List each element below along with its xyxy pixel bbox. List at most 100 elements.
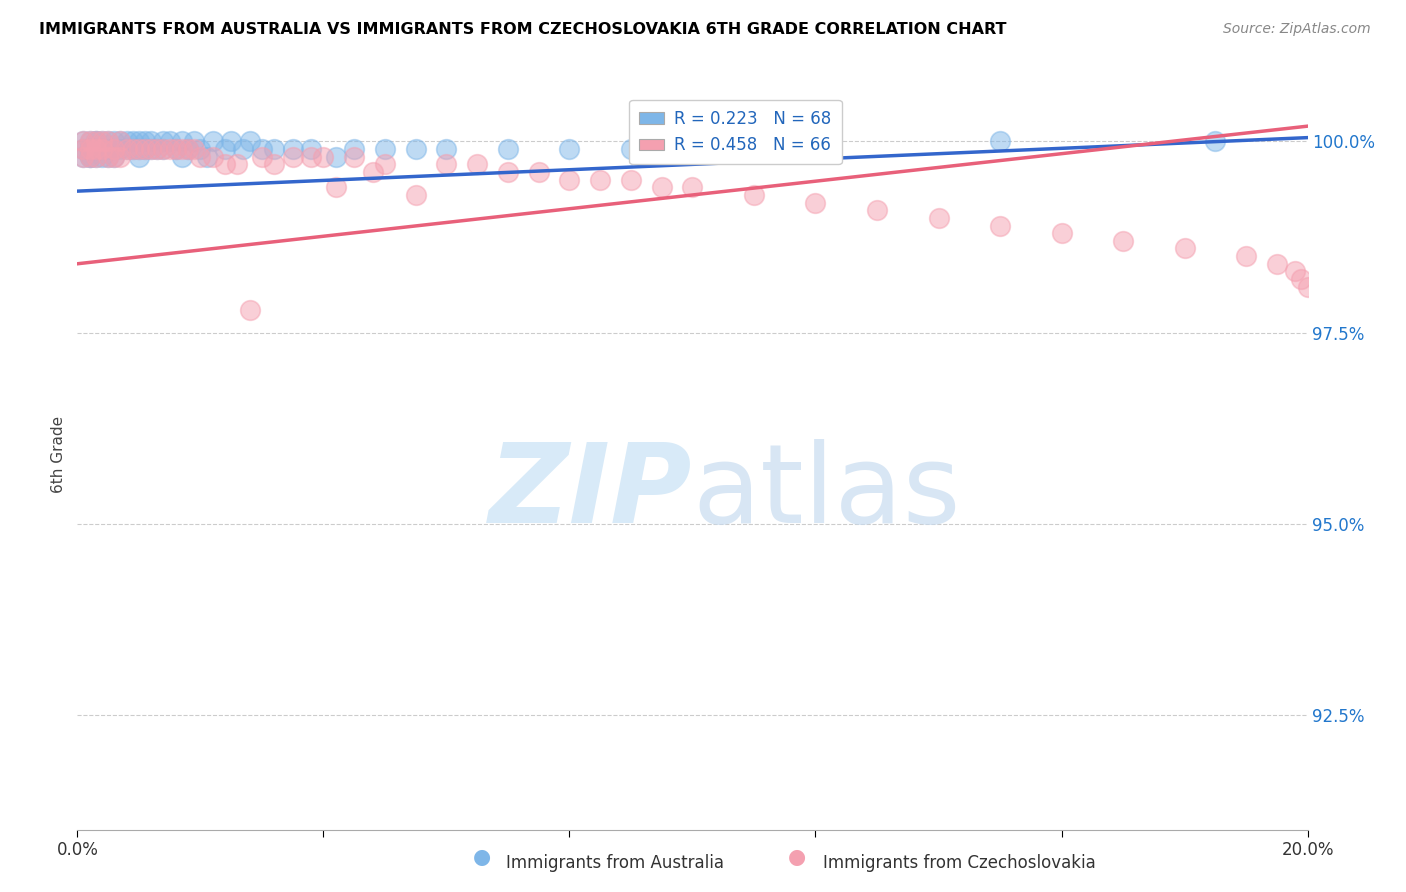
Point: [1174, 242, 1197, 256]
Point: [128, 142, 150, 156]
Point: [115, 142, 138, 156]
Point: [103, 150, 125, 164]
Point: [79, 135, 101, 149]
Point: [325, 180, 347, 194]
Text: ●: ●: [789, 847, 806, 867]
Point: [436, 142, 458, 156]
Point: [1204, 135, 1226, 149]
Point: [250, 150, 273, 164]
Point: [988, 219, 1011, 233]
Point: [79, 150, 101, 164]
Point: [84, 142, 107, 156]
Point: [90, 135, 114, 149]
Point: [558, 142, 581, 156]
Point: [589, 172, 612, 186]
Point: [239, 302, 262, 317]
Point: [281, 142, 304, 156]
Point: [343, 142, 366, 156]
Point: [183, 135, 205, 149]
Point: [72, 150, 94, 164]
Point: [527, 165, 550, 179]
Point: [177, 142, 200, 156]
Point: [405, 142, 427, 156]
Point: [103, 142, 125, 156]
Point: [110, 150, 132, 164]
Point: [79, 135, 101, 149]
Point: [84, 135, 107, 149]
Point: [804, 142, 827, 156]
Point: [1284, 264, 1306, 278]
Point: [128, 142, 150, 156]
Point: [79, 142, 101, 156]
Point: [90, 142, 114, 156]
Point: [134, 142, 156, 156]
Point: [128, 135, 150, 149]
Y-axis label: 6th Grade: 6th Grade: [51, 417, 66, 493]
Point: [1296, 279, 1319, 293]
Point: [72, 135, 94, 149]
Point: [312, 150, 335, 164]
Point: [496, 165, 519, 179]
Point: [146, 142, 169, 156]
Point: [682, 142, 704, 156]
Point: [121, 135, 143, 149]
Point: [90, 150, 114, 164]
Point: [465, 157, 488, 171]
Point: [165, 142, 187, 156]
Point: [141, 142, 163, 156]
Point: [214, 157, 236, 171]
Point: [620, 172, 643, 186]
Point: [84, 135, 107, 149]
Point: [79, 150, 101, 164]
Point: [263, 142, 285, 156]
Point: [110, 142, 132, 156]
Point: [170, 142, 193, 156]
Point: [134, 135, 156, 149]
Point: [232, 142, 254, 156]
Point: [97, 135, 120, 149]
Point: [226, 157, 249, 171]
Point: [436, 157, 458, 171]
Point: [742, 188, 765, 202]
Point: [239, 135, 262, 149]
Point: [79, 150, 101, 164]
Point: [159, 135, 181, 149]
Text: Immigrants from Czechoslovakia: Immigrants from Czechoslovakia: [823, 855, 1095, 872]
Point: [134, 142, 156, 156]
Point: [1234, 249, 1257, 263]
Point: [97, 150, 120, 164]
Point: [84, 142, 107, 156]
Point: [121, 142, 143, 156]
Point: [146, 142, 169, 156]
Point: [97, 142, 120, 156]
Point: [188, 142, 212, 156]
Point: [97, 150, 120, 164]
Point: [141, 135, 163, 149]
Point: [496, 142, 519, 156]
Text: IMMIGRANTS FROM AUSTRALIA VS IMMIGRANTS FROM CZECHOSLOVAKIA 6TH GRADE CORRELATIO: IMMIGRANTS FROM AUSTRALIA VS IMMIGRANTS …: [39, 22, 1007, 37]
Point: [79, 142, 101, 156]
Point: [201, 135, 224, 149]
Point: [405, 188, 427, 202]
Point: [988, 135, 1011, 149]
Point: [170, 135, 193, 149]
Point: [72, 135, 94, 149]
Point: [928, 211, 950, 225]
Point: [90, 142, 114, 156]
Point: [281, 150, 304, 164]
Point: [620, 142, 643, 156]
Point: [188, 150, 212, 164]
Point: [299, 150, 322, 164]
Point: [115, 142, 138, 156]
Point: [374, 157, 396, 171]
Legend: R = 0.223   N = 68, R = 0.458   N = 66: R = 0.223 N = 68, R = 0.458 N = 66: [630, 100, 842, 164]
Point: [165, 142, 187, 156]
Point: [72, 142, 94, 156]
Point: [72, 150, 94, 164]
Point: [90, 142, 114, 156]
Point: [682, 180, 704, 194]
Point: [170, 150, 193, 164]
Point: [250, 142, 273, 156]
Point: [183, 142, 205, 156]
Point: [374, 142, 396, 156]
